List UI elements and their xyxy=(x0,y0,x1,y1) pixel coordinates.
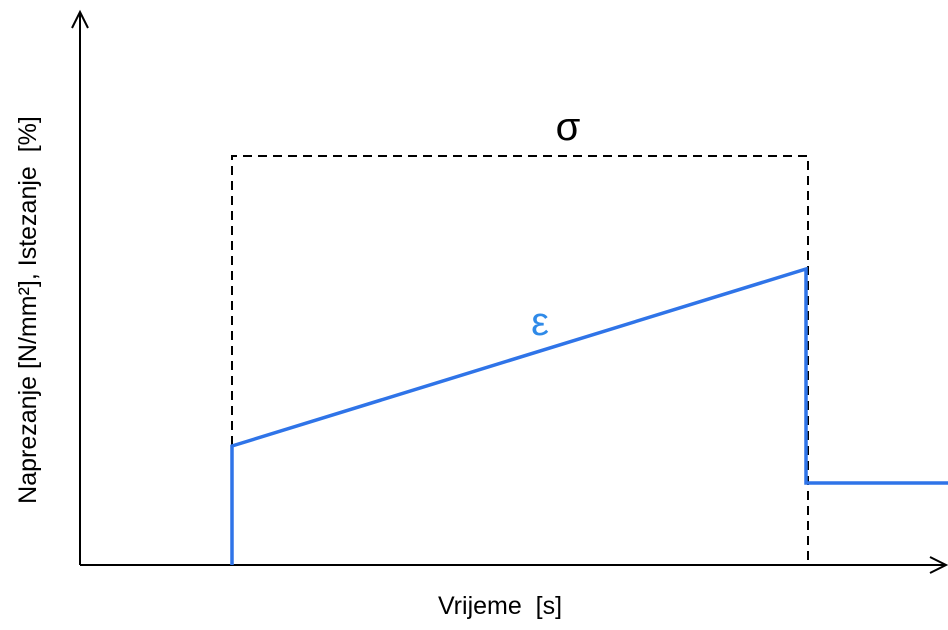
strain-label: ε xyxy=(531,300,549,344)
x-axis-label: Vrijeme [s] xyxy=(438,592,562,620)
strain-curve xyxy=(230,266,948,565)
y-axis-label: Naprezanje [N/mm²], Istezanje [%] xyxy=(14,116,42,504)
stress-label: σ xyxy=(556,105,581,149)
stress-curve xyxy=(231,155,809,565)
y-axis-arrow xyxy=(71,9,89,29)
x-axis-arrow xyxy=(929,556,948,574)
